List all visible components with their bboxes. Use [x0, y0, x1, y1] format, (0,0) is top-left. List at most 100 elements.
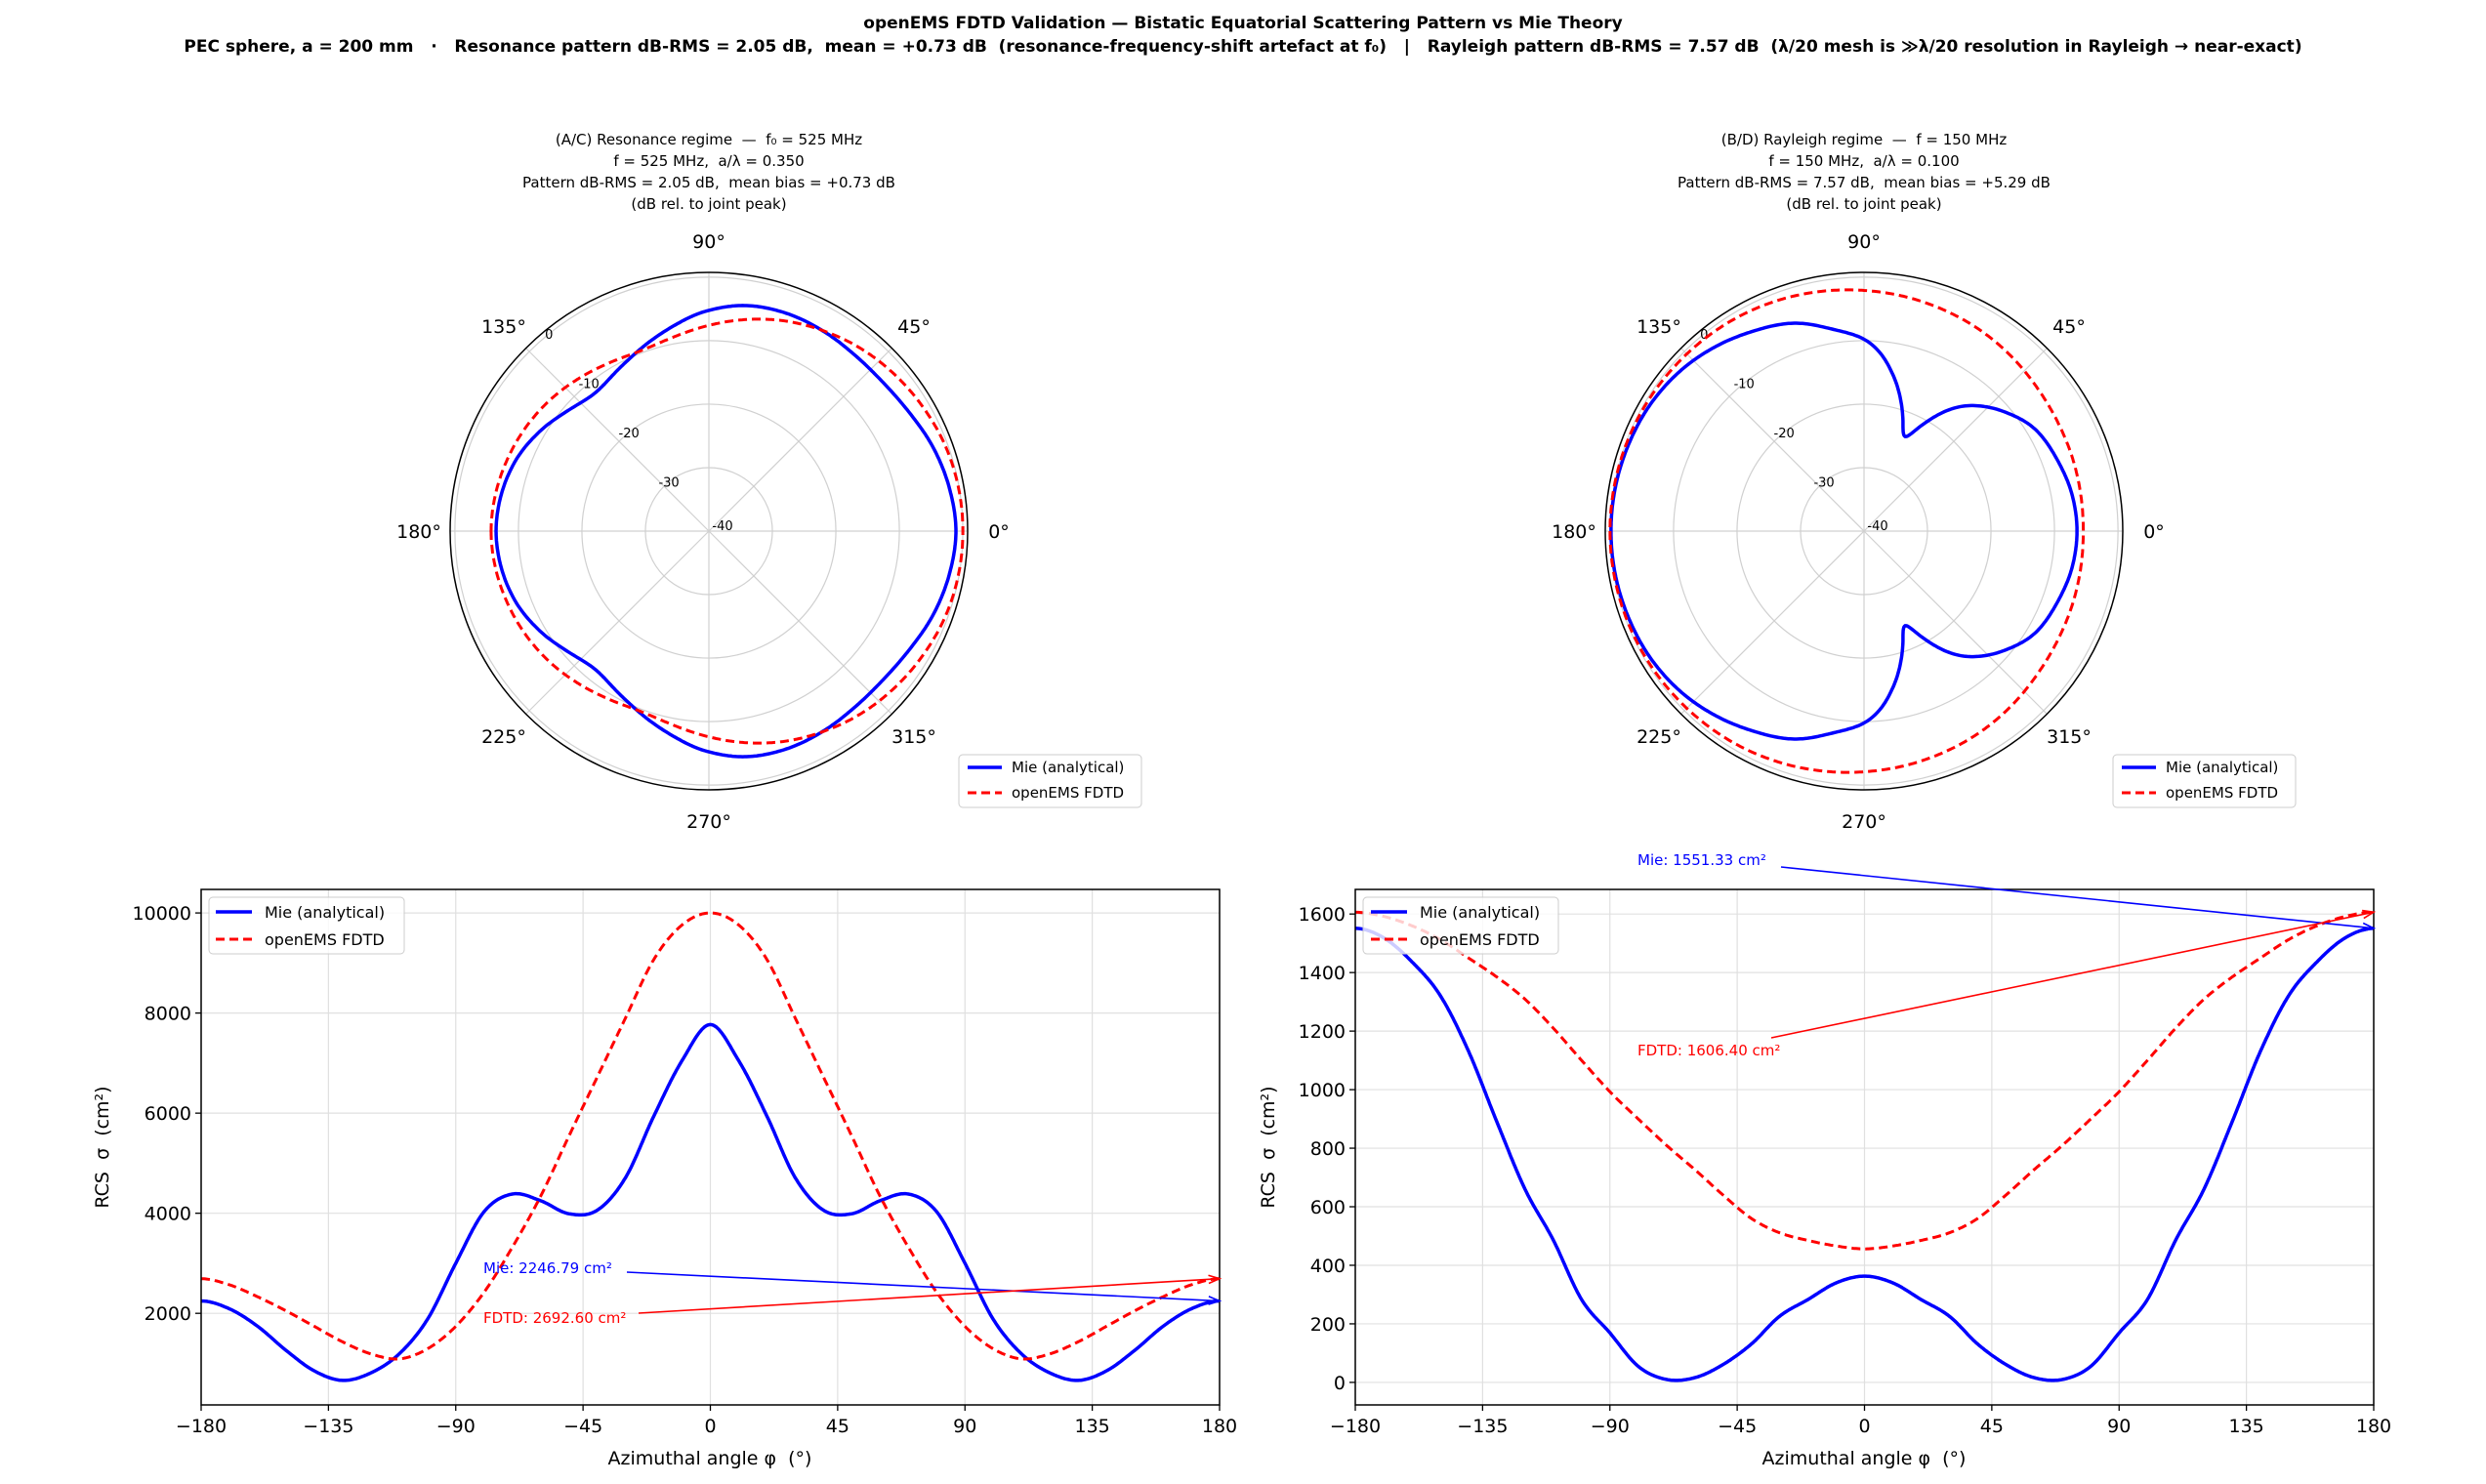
polar-r-tick-label: -40 — [1867, 519, 1887, 534]
cartesian-plot-d: −180 −135 −90 −45 0 45 90 135 180 0 200 400 600 800 10… — [1299, 888, 2391, 1437]
x-tick-label: 90 — [2107, 1416, 2131, 1437]
c-mie-annotation: Mie: 2246.79 cm² — [483, 1259, 612, 1277]
polar-a-title-line: (A/C) Resonance regime — f₀ = 525 MHz — [556, 131, 862, 148]
x-tick-label: −180 — [1330, 1416, 1381, 1437]
polar-frame — [449, 271, 969, 791]
y-tick-label: 800 — [1310, 1138, 1346, 1160]
axes-frame — [200, 888, 1221, 1406]
annotation-arrowhead — [2362, 922, 2377, 932]
polar-angle-label: 270° — [1842, 811, 1886, 833]
legend-frame — [2112, 754, 2297, 808]
axes-frame — [1354, 888, 2375, 1406]
polar-spoke — [1680, 348, 1865, 532]
y-tick-label: 200 — [1310, 1314, 1346, 1336]
polar-fdtd-curve — [489, 317, 965, 745]
x-tick-label: −90 — [1591, 1416, 1630, 1437]
legend-fdtd-label: openEMS FDTD — [1012, 784, 1124, 802]
legend-fdtd-label: openEMS FDTD — [1420, 930, 1540, 949]
polar-r-tick-label: -20 — [619, 427, 640, 441]
x-tick-label: 135 — [2228, 1416, 2263, 1437]
figure-title: openEMS FDTD Validation — Bistatic Equat… — [863, 14, 1622, 33]
x-tick-label: 180 — [1202, 1416, 1237, 1437]
annotation-arrow — [1780, 866, 2375, 929]
polar-angle-label: 315° — [891, 726, 936, 748]
d-xlabel: Azimuthal angle φ (°) — [1762, 1448, 1967, 1469]
annotation-arrowhead — [1208, 1296, 1222, 1305]
polar-angle-label: 180° — [1552, 521, 1596, 543]
y-tick-label: 10000 — [133, 903, 191, 925]
polar-angle-label: 315° — [2047, 726, 2092, 748]
y-tick-label: 4000 — [145, 1204, 191, 1225]
x-tick-label: −45 — [1718, 1416, 1757, 1437]
polar-fdtd-curve — [1608, 288, 2086, 774]
x-tick-label: −45 — [563, 1416, 602, 1437]
y-tick-label: 1600 — [1299, 904, 1346, 926]
polar-spoke — [708, 348, 892, 532]
polar-angle-label: 180° — [396, 521, 441, 543]
x-tick-label: 45 — [1980, 1416, 2004, 1437]
legend-frame — [1362, 896, 1559, 955]
x-tick-label: −90 — [436, 1416, 476, 1437]
d-mie-annotation: Mie: 1551.33 cm² — [1637, 851, 1766, 869]
annotations: Mie: 2246.79 cm² FDTD: 2692.60 cm² Mie: … — [483, 851, 2377, 1327]
polar-spoke — [1863, 530, 2048, 715]
polar-r-tick-label: -20 — [1774, 427, 1795, 441]
polar-angle-label: 90° — [1847, 231, 1881, 253]
legend-fdtd-label: openEMS FDTD — [265, 930, 385, 949]
polar-mie-curve — [494, 304, 958, 759]
polar-r-tick-label: -10 — [1734, 377, 1755, 392]
polar-a-legend: Mie (analytical) openEMS FDTD — [958, 754, 1142, 808]
c-fdtd-annotation: FDTD: 2692.60 cm² — [483, 1309, 626, 1327]
polar-angle-label: 225° — [481, 726, 526, 748]
polar-b-title-line: f = 150 MHz, a/λ = 0.100 — [1768, 152, 1959, 170]
polar-spoke — [1863, 348, 2048, 532]
c-legend: Mie (analytical) openEMS FDTD — [208, 896, 405, 955]
polar-angle-label: 135° — [481, 316, 526, 338]
legend-mie-label: Mie (analytical) — [265, 903, 385, 922]
d-fdtd-annotation: FDTD: 1606.40 cm² — [1637, 1042, 1780, 1059]
x-tick-label: −135 — [1457, 1416, 1508, 1437]
polar-frame — [1604, 271, 2124, 791]
annotation-arrowhead — [2362, 909, 2377, 920]
polar-b-title: (B/D) Rayleigh regime — f = 150 MHz f = … — [1678, 131, 2051, 213]
mie-curve — [1355, 927, 2374, 1382]
polar-angle-label: 90° — [692, 231, 725, 253]
y-tick-label: 400 — [1310, 1256, 1346, 1277]
polar-a-title-line: f = 525 MHz, a/λ = 0.350 — [613, 152, 804, 170]
fdtd-curve — [1355, 910, 2374, 1251]
polar-angle-label: 135° — [1637, 316, 1681, 338]
c-ylabel: RCS σ (cm²) — [92, 1086, 113, 1208]
polar-r-tick-label: 0 — [545, 328, 553, 343]
polar-a-title: (A/C) Resonance regime — f₀ = 525 MHz f … — [522, 131, 895, 213]
legend-mie-label: Mie (analytical) — [1012, 759, 1124, 776]
polar-angle-label: 0° — [988, 521, 1010, 543]
polar-r-tick-label: -30 — [658, 475, 679, 490]
annotation-arrow — [1770, 911, 2375, 1039]
y-tick-label: 1400 — [1299, 963, 1346, 984]
polar-angle-label: 45° — [2052, 316, 2086, 338]
polar-spoke — [525, 530, 710, 715]
mie-curve — [200, 1022, 1221, 1382]
polar-b-title-line: (B/D) Rayleigh regime — f = 150 MHz — [1721, 131, 2008, 148]
polar-r-tick-label: -40 — [712, 519, 732, 534]
polar-b-legend: Mie (analytical) openEMS FDTD — [2112, 754, 2297, 808]
polar-spoke — [525, 348, 710, 532]
x-tick-label: −180 — [176, 1416, 227, 1437]
polar-angle-label: 45° — [897, 316, 931, 338]
c-xlabel: Azimuthal angle φ (°) — [608, 1448, 812, 1469]
annotation-arrow — [626, 1271, 1221, 1302]
polar-angle-label: 225° — [1637, 726, 1681, 748]
x-tick-label: 45 — [826, 1416, 849, 1437]
polar-r-tick-label: -10 — [579, 377, 600, 392]
polar-angle-label: 0° — [2143, 521, 2165, 543]
y-tick-label: 6000 — [145, 1103, 191, 1125]
polar-a-title-line: Pattern dB-RMS = 2.05 dB, mean bias = +0… — [522, 174, 895, 191]
polar-b-title-line: Pattern dB-RMS = 7.57 dB, mean bias = +5… — [1678, 174, 2051, 191]
x-tick-label: 90 — [953, 1416, 976, 1437]
y-tick-label: 600 — [1310, 1197, 1346, 1218]
x-tick-label: −135 — [303, 1416, 353, 1437]
polar-angle-label: 270° — [686, 811, 731, 833]
y-tick-label: 2000 — [145, 1303, 191, 1325]
polar-mie-curve — [1609, 321, 2079, 741]
